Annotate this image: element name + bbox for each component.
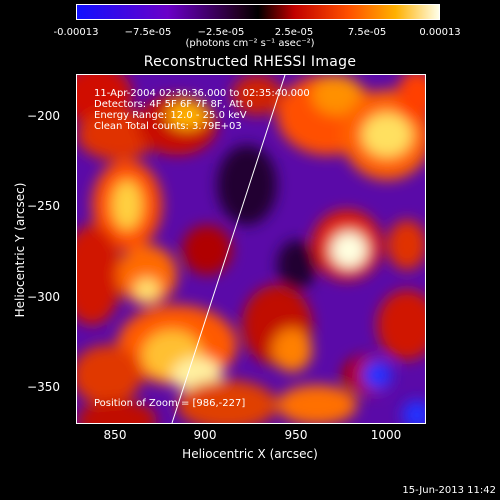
plot-title: Reconstructed RHESSI Image xyxy=(143,54,357,70)
x-tick-label: 900 xyxy=(193,428,217,442)
x-tick-label: 850 xyxy=(103,428,127,442)
colorbar-tick: 7.5e-05 xyxy=(347,27,387,38)
rhessi-image-canvas xyxy=(77,75,425,423)
x-tick-label: 1000 xyxy=(370,428,402,442)
info-time-range: 11-Apr-2004 02:30:36.000 to 02:35:40.000 xyxy=(94,88,310,99)
x-tick-label: 950 xyxy=(284,428,308,442)
colorbar-tick: −2.5e-05 xyxy=(197,27,245,38)
info-energy: Energy Range: 12.0 - 25.0 keV xyxy=(94,110,247,121)
solar-limb xyxy=(171,75,286,423)
y-tick-label: −300 xyxy=(27,290,60,304)
colorbar-tick: −7.5e-05 xyxy=(124,27,172,38)
info-clean: Clean Total counts: 3.79E+03 xyxy=(94,121,242,132)
colorbar-tick: -0.00013 xyxy=(53,27,99,38)
rhessi-image xyxy=(76,74,426,424)
footer-date: 15-Jun-2013 11:42 xyxy=(402,485,496,496)
colorbar-units: (photons cm⁻² s⁻¹ asec⁻²) xyxy=(185,38,315,49)
colorbar xyxy=(76,4,440,20)
y-tick-label: −200 xyxy=(27,109,60,123)
colorbar-tick: 2.5e-05 xyxy=(274,27,314,38)
info-position: Position of Zoom = [986,-227] xyxy=(94,398,246,409)
y-tick-label: −250 xyxy=(27,199,60,213)
info-detectors: Detectors: 4F 5F 6F 7F 8F, Att 0 xyxy=(94,99,254,110)
colorbar-tick: 0.00013 xyxy=(419,27,461,38)
x-axis-label: Heliocentric X (arcsec) xyxy=(182,447,318,461)
y-axis-label: Heliocentric Y (arcsec) xyxy=(13,182,27,318)
y-tick-label: −350 xyxy=(27,380,60,394)
